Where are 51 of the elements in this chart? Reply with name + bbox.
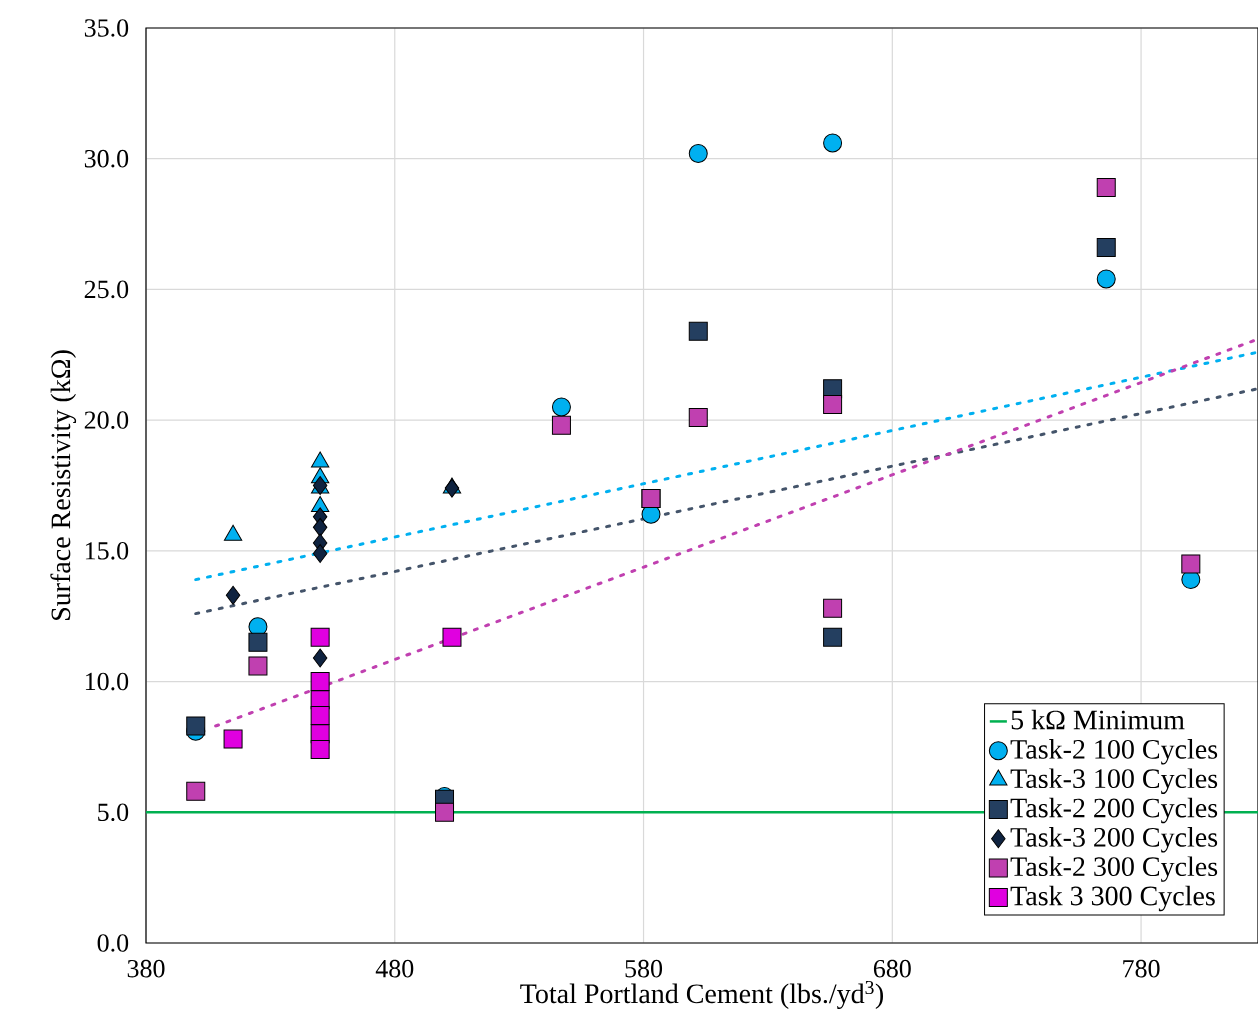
legend-label: Task-2 100 Cycles	[1010, 739, 1218, 765]
legend-label: Task-2 300 Cycles	[1010, 856, 1218, 882]
legend-label: 5 kΩ Minimum	[1011, 709, 1185, 730]
point	[823, 598, 843, 618]
legend-label: Task-3 100 Cycles	[1010, 768, 1218, 794]
point	[312, 543, 328, 563]
point	[823, 133, 843, 153]
y-tick-label: 25.0	[84, 280, 129, 299]
legend-label: Task 3 300 Cycles	[1010, 885, 1215, 912]
point	[310, 672, 330, 692]
x-tick-label: 380	[127, 959, 165, 978]
point	[823, 627, 843, 647]
point	[312, 517, 328, 537]
point	[186, 781, 206, 801]
point	[312, 648, 328, 668]
point	[442, 627, 462, 647]
point	[688, 408, 708, 428]
point	[310, 706, 330, 726]
y-tick-label: 35.0	[84, 19, 129, 37]
point	[435, 802, 455, 822]
point	[1096, 269, 1116, 289]
x-tick-label: 480	[375, 959, 414, 978]
point	[551, 415, 571, 435]
point	[225, 585, 241, 605]
x-tick-label: 780	[1123, 959, 1160, 978]
point	[1096, 238, 1116, 258]
y-tick-label: 10.0	[85, 672, 129, 691]
point	[310, 627, 330, 647]
point	[248, 632, 268, 652]
point	[186, 716, 206, 736]
y-axis-title: Surface Resistivity (kΩ)	[50, 350, 77, 621]
y-tick-label: 30.0	[84, 149, 129, 168]
y-tick-label: 0.0	[97, 934, 129, 952]
y-tick-label: 20.0	[84, 411, 129, 429]
point	[1181, 554, 1201, 574]
point	[248, 656, 268, 676]
point	[688, 143, 708, 163]
legend-label: Task-2 200 Cycles	[1010, 797, 1218, 824]
point	[688, 321, 708, 341]
point	[551, 397, 571, 417]
point	[310, 740, 330, 760]
legend-label: Task-3 200 Cycles	[1010, 827, 1218, 853]
x-axis-title: Total Portland Cement (lbs./yd$^{3}$)	[520, 980, 884, 1009]
point	[1096, 177, 1116, 197]
point	[223, 729, 243, 749]
point	[823, 394, 843, 414]
y-tick-label: 5.0	[98, 803, 129, 822]
x-tick-label: 580	[625, 959, 663, 978]
x-tick-label: 680	[873, 959, 911, 978]
y-tick-label: 15.0	[85, 542, 129, 560]
point	[444, 478, 460, 498]
